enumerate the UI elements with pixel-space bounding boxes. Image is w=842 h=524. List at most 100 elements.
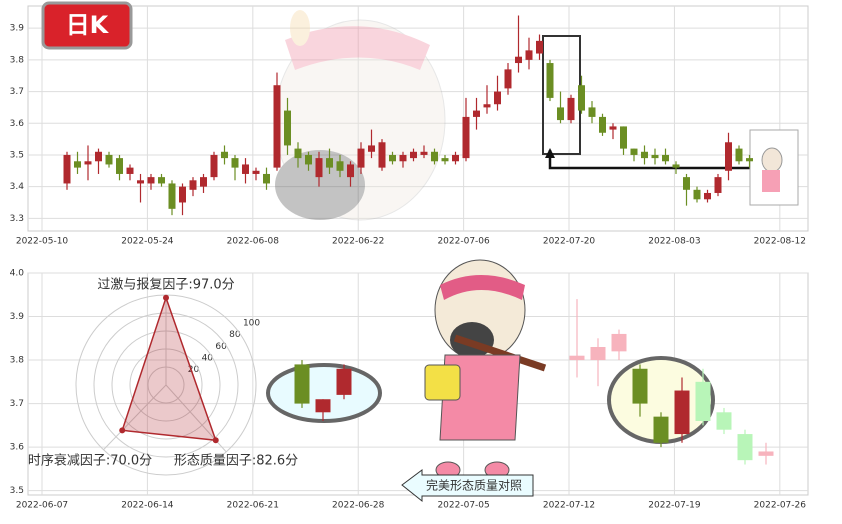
candle-body — [231, 158, 239, 168]
candle-body — [63, 154, 71, 184]
candle-body — [672, 164, 680, 168]
radar-tick-label: 20 — [188, 365, 200, 375]
pattern-ellipse — [266, 363, 382, 423]
x-tick-label: 2022-07-12 — [543, 501, 595, 511]
candle-body — [189, 180, 197, 190]
radar-area — [121, 295, 217, 442]
radar-tick-label: 80 — [229, 330, 241, 340]
candle-body — [569, 355, 585, 361]
y-tick-label: 3.4 — [10, 182, 25, 192]
x-tick-label: 2022-06-21 — [227, 501, 279, 511]
dog-cartoon — [424, 259, 547, 479]
candle-body — [347, 164, 354, 178]
candle-body — [536, 40, 543, 54]
candle-body — [95, 151, 102, 162]
candle-body — [746, 158, 753, 162]
radar-tick-label: 100 — [243, 319, 260, 329]
candle-body — [462, 116, 470, 159]
candle-body — [441, 158, 449, 162]
candle-body — [126, 167, 134, 174]
candle-body — [242, 164, 249, 174]
candle-body — [336, 161, 344, 171]
x-tick-label: 2022-08-03 — [648, 237, 700, 247]
candle-body — [737, 434, 753, 461]
radar-axis — [103, 384, 167, 451]
candle-body — [620, 126, 627, 149]
candle-body — [200, 177, 207, 187]
top-frame — [27, 5, 809, 232]
x-tick-label: 2022-06-14 — [121, 501, 174, 511]
y-tick-label: 3.9 — [10, 312, 25, 322]
thumbnail-dog — [761, 147, 783, 173]
candle-body — [137, 180, 144, 184]
candle-body — [452, 154, 459, 162]
candle-body — [588, 107, 596, 117]
candle-body — [105, 154, 113, 165]
candle-body — [693, 189, 701, 200]
candle-body — [557, 107, 564, 121]
candle-body — [609, 126, 617, 130]
candle-body — [653, 416, 669, 443]
candle-body — [84, 161, 92, 165]
radar-tick-label: 40 — [202, 353, 214, 363]
candle-body — [273, 85, 281, 168]
candle-body — [758, 451, 774, 456]
candle-body — [630, 148, 638, 155]
y-tick-label: 3.6 — [10, 443, 25, 453]
x-tick-label: 2022-07-19 — [648, 501, 701, 511]
candle-body — [284, 110, 291, 146]
x-tick-label: 2022-07-06 — [437, 237, 490, 247]
candle-body — [483, 104, 491, 108]
candle-body — [504, 69, 512, 89]
candle-body — [179, 186, 186, 203]
candle-body — [725, 142, 732, 171]
candle-body — [683, 177, 690, 190]
candle-body — [210, 154, 218, 178]
candle-body — [515, 56, 522, 64]
radar-label: 时序衰减因子:70.0分 — [28, 453, 152, 469]
x-tick-label: 2022-06-22 — [332, 237, 384, 247]
radar-point — [212, 437, 219, 444]
candle-body — [695, 381, 711, 421]
candle-body — [716, 412, 732, 430]
candle-body — [305, 154, 312, 165]
radar-label: 形态质量因子:82.6分 — [174, 454, 298, 469]
x-tick-label: 2022-07-20 — [543, 237, 596, 247]
thumbnail-body — [762, 170, 780, 192]
candle-body — [294, 364, 310, 404]
candle-body — [116, 158, 123, 174]
candle-body — [294, 148, 302, 159]
candle-body — [431, 151, 438, 162]
candle-body — [74, 161, 81, 168]
x-tick-label: 2022-06-07 — [16, 501, 68, 511]
candle-body — [168, 183, 176, 209]
candle-body — [599, 116, 606, 133]
candle-body — [252, 170, 260, 174]
radar-tick-label: 60 — [215, 342, 227, 352]
y-tick-label: 3.9 — [10, 24, 25, 34]
candle-body — [378, 142, 386, 168]
y-tick-label: 3.8 — [10, 55, 25, 65]
candle-body — [494, 91, 501, 105]
candle-body — [420, 151, 428, 155]
candle-body — [357, 148, 365, 168]
candle-body — [662, 154, 669, 162]
badge-text: 日K — [66, 11, 110, 39]
y-tick-label: 3.8 — [10, 356, 25, 366]
compare-button[interactable] — [401, 469, 534, 503]
candle-body — [410, 151, 417, 159]
y-tick-label: 4.0 — [10, 269, 25, 279]
candle-body — [525, 50, 533, 60]
y-tick-label: 3.5 — [10, 150, 24, 160]
candle-body — [590, 347, 606, 361]
candle-body — [368, 145, 375, 152]
compare-button-label[interactable]: 完美形态质量对照 — [426, 478, 522, 493]
candle-body — [546, 63, 554, 98]
candle-body — [221, 151, 228, 159]
badge — [41, 1, 133, 50]
x-tick-label: 2022-08-12 — [754, 237, 806, 247]
candle-body — [336, 368, 352, 395]
candle-body — [704, 192, 711, 200]
candle-body — [389, 154, 396, 162]
